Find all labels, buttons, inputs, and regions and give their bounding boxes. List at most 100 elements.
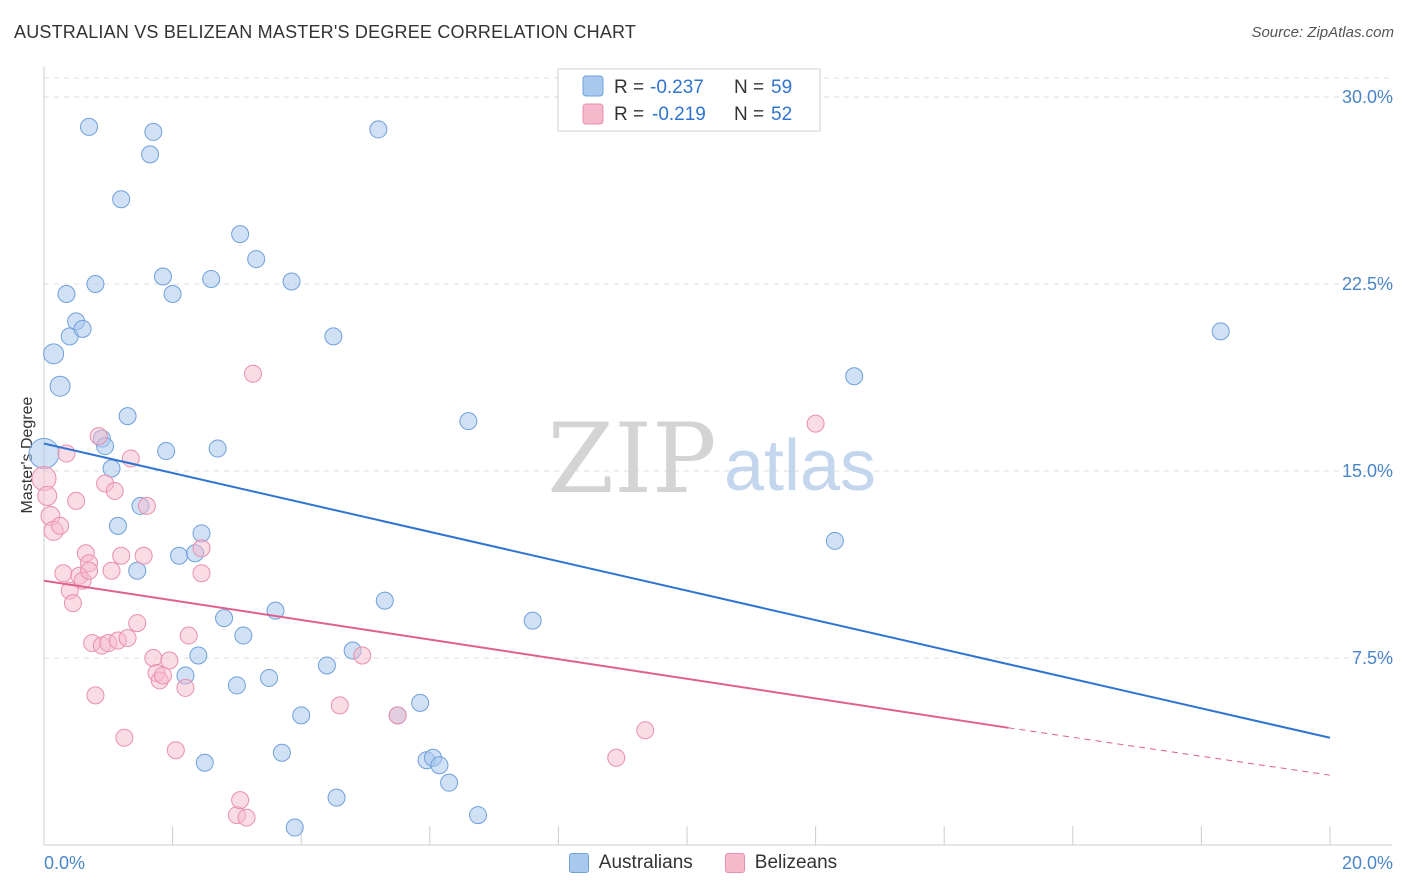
australians-point-17 bbox=[141, 145, 160, 164]
australians-point-12 bbox=[108, 516, 127, 535]
australians-point-53 bbox=[459, 412, 478, 431]
legend-n-value-2: 52 bbox=[771, 104, 792, 125]
australians-point-38 bbox=[285, 818, 304, 837]
australians-point-2 bbox=[49, 375, 71, 397]
belizeans-label: Belizeans bbox=[754, 852, 838, 873]
australians-point-42 bbox=[324, 327, 343, 346]
australians-point-14 bbox=[118, 407, 137, 426]
belizeans-trend-extension bbox=[1008, 727, 1331, 776]
belizeans-point-45 bbox=[330, 696, 349, 715]
y-tick-label-3: 30.0% bbox=[1342, 87, 1393, 107]
australians-point-52 bbox=[440, 773, 459, 792]
belizeans-point-43 bbox=[237, 808, 256, 827]
belizeans-point-29 bbox=[134, 546, 153, 565]
australians-point-19 bbox=[153, 267, 172, 286]
belizeans-point-4 bbox=[51, 516, 70, 535]
legend-item-australians[interactable]: Australians bbox=[568, 852, 693, 874]
australians-label: Australians bbox=[598, 852, 693, 873]
australians-point-33 bbox=[234, 626, 253, 645]
belizeans-trend-line bbox=[43, 579, 1009, 729]
australians-point-0 bbox=[28, 438, 60, 470]
australians-trend-line bbox=[43, 442, 1331, 739]
australians-point-30 bbox=[215, 609, 234, 628]
australians-point-29 bbox=[208, 439, 227, 458]
legend-r-value-1: -0.237 bbox=[650, 77, 704, 98]
y-tick-label-2: 22.5% bbox=[1342, 274, 1393, 294]
legend-swatch-australians bbox=[582, 75, 604, 97]
australians-point-15 bbox=[128, 561, 147, 580]
belizeans-point-47 bbox=[388, 706, 407, 725]
australians-point-45 bbox=[369, 120, 388, 139]
australians-point-13 bbox=[112, 190, 131, 209]
legend-r-label-2: R = bbox=[614, 104, 644, 125]
australians-point-20 bbox=[157, 442, 176, 461]
x-tick-label-1: 20.0% bbox=[1342, 853, 1393, 873]
tick-labels: 7.5% 15.0% 22.5% 30.0% 0.0% 20.0% bbox=[44, 87, 1393, 873]
belizeans-point-5 bbox=[54, 564, 73, 583]
australians-point-6 bbox=[73, 319, 92, 338]
australians-point-3 bbox=[57, 284, 76, 303]
australians-point-51 bbox=[430, 756, 449, 775]
legend-swatch-belizeans bbox=[582, 103, 604, 125]
australians-point-56 bbox=[825, 531, 844, 550]
belizeans-point-25 bbox=[115, 728, 134, 747]
source-label: Source: ZipAtlas.com bbox=[1251, 24, 1394, 41]
belizeans-point-21 bbox=[102, 561, 121, 580]
australians-point-46 bbox=[375, 591, 394, 610]
australians-point-35 bbox=[260, 668, 279, 687]
belizeans-point-37 bbox=[176, 678, 195, 697]
legend-item-belizeans[interactable]: Belizeans bbox=[724, 852, 838, 874]
australians-point-40 bbox=[292, 706, 311, 725]
legend-n-value-1: 59 bbox=[771, 77, 792, 98]
australians-swatch bbox=[568, 853, 589, 873]
belizeans-point-50 bbox=[806, 414, 825, 433]
australians-point-22 bbox=[170, 546, 189, 565]
australians-point-21 bbox=[163, 284, 182, 303]
belizeans-point-22 bbox=[105, 481, 124, 500]
australians-point-54 bbox=[469, 806, 488, 825]
belizeans-point-44 bbox=[243, 364, 262, 383]
australians-point-27 bbox=[195, 753, 214, 772]
trend-lines bbox=[43, 442, 1331, 776]
australians-point-26 bbox=[192, 524, 211, 543]
australians-point-8 bbox=[86, 275, 105, 293]
axes bbox=[43, 67, 1392, 846]
australians-point-55 bbox=[523, 611, 542, 630]
stats-legend: R = -0.237 N = 59 R = -0.219 N = 52 bbox=[557, 68, 821, 132]
series-legend: Australians Belizeans bbox=[0, 852, 1406, 874]
australians-point-57 bbox=[845, 367, 864, 386]
chart-title: AUSTRALIAN VS BELIZEAN MASTER'S DEGREE C… bbox=[14, 22, 637, 42]
legend-r-value-2: -0.219 bbox=[652, 104, 706, 125]
australians-point-11 bbox=[102, 459, 121, 478]
belizeans-point-49 bbox=[636, 721, 655, 740]
belizeans-point-42 bbox=[231, 791, 250, 810]
australians-point-18 bbox=[144, 122, 163, 141]
belizeans-point-39 bbox=[192, 539, 211, 558]
australians-point-37 bbox=[272, 743, 291, 762]
australians-point-28 bbox=[202, 270, 221, 289]
australians-point-25 bbox=[189, 646, 208, 665]
watermark: ZIP atlas bbox=[547, 403, 876, 515]
australians-point-7 bbox=[80, 117, 99, 136]
legend-r-label-1: R = bbox=[614, 77, 644, 98]
belizeans-point-26 bbox=[118, 629, 137, 648]
belizeans-point-28 bbox=[128, 614, 147, 633]
belizeans-point-9 bbox=[67, 491, 86, 510]
belizeans-point-34 bbox=[153, 666, 172, 685]
belizeans-point-40 bbox=[192, 564, 211, 583]
belizeans-point-36 bbox=[166, 741, 185, 760]
australians-point-39 bbox=[282, 272, 301, 291]
belizeans-point-1 bbox=[37, 485, 58, 506]
belizeans-point-30 bbox=[137, 496, 156, 515]
australians-point-43 bbox=[327, 788, 346, 807]
belizeans-point-31 bbox=[144, 649, 163, 667]
x-tick-label-0: 0.0% bbox=[44, 853, 85, 873]
belizeans-point-46 bbox=[353, 646, 372, 665]
belizeans-swatch bbox=[724, 853, 745, 873]
belizeans-point-17 bbox=[89, 427, 108, 446]
legend-n-label-2: N = bbox=[734, 104, 764, 125]
belizeans-point-35 bbox=[160, 651, 179, 670]
belizeans-point-48 bbox=[607, 748, 626, 767]
australians-point-58 bbox=[1211, 322, 1230, 341]
